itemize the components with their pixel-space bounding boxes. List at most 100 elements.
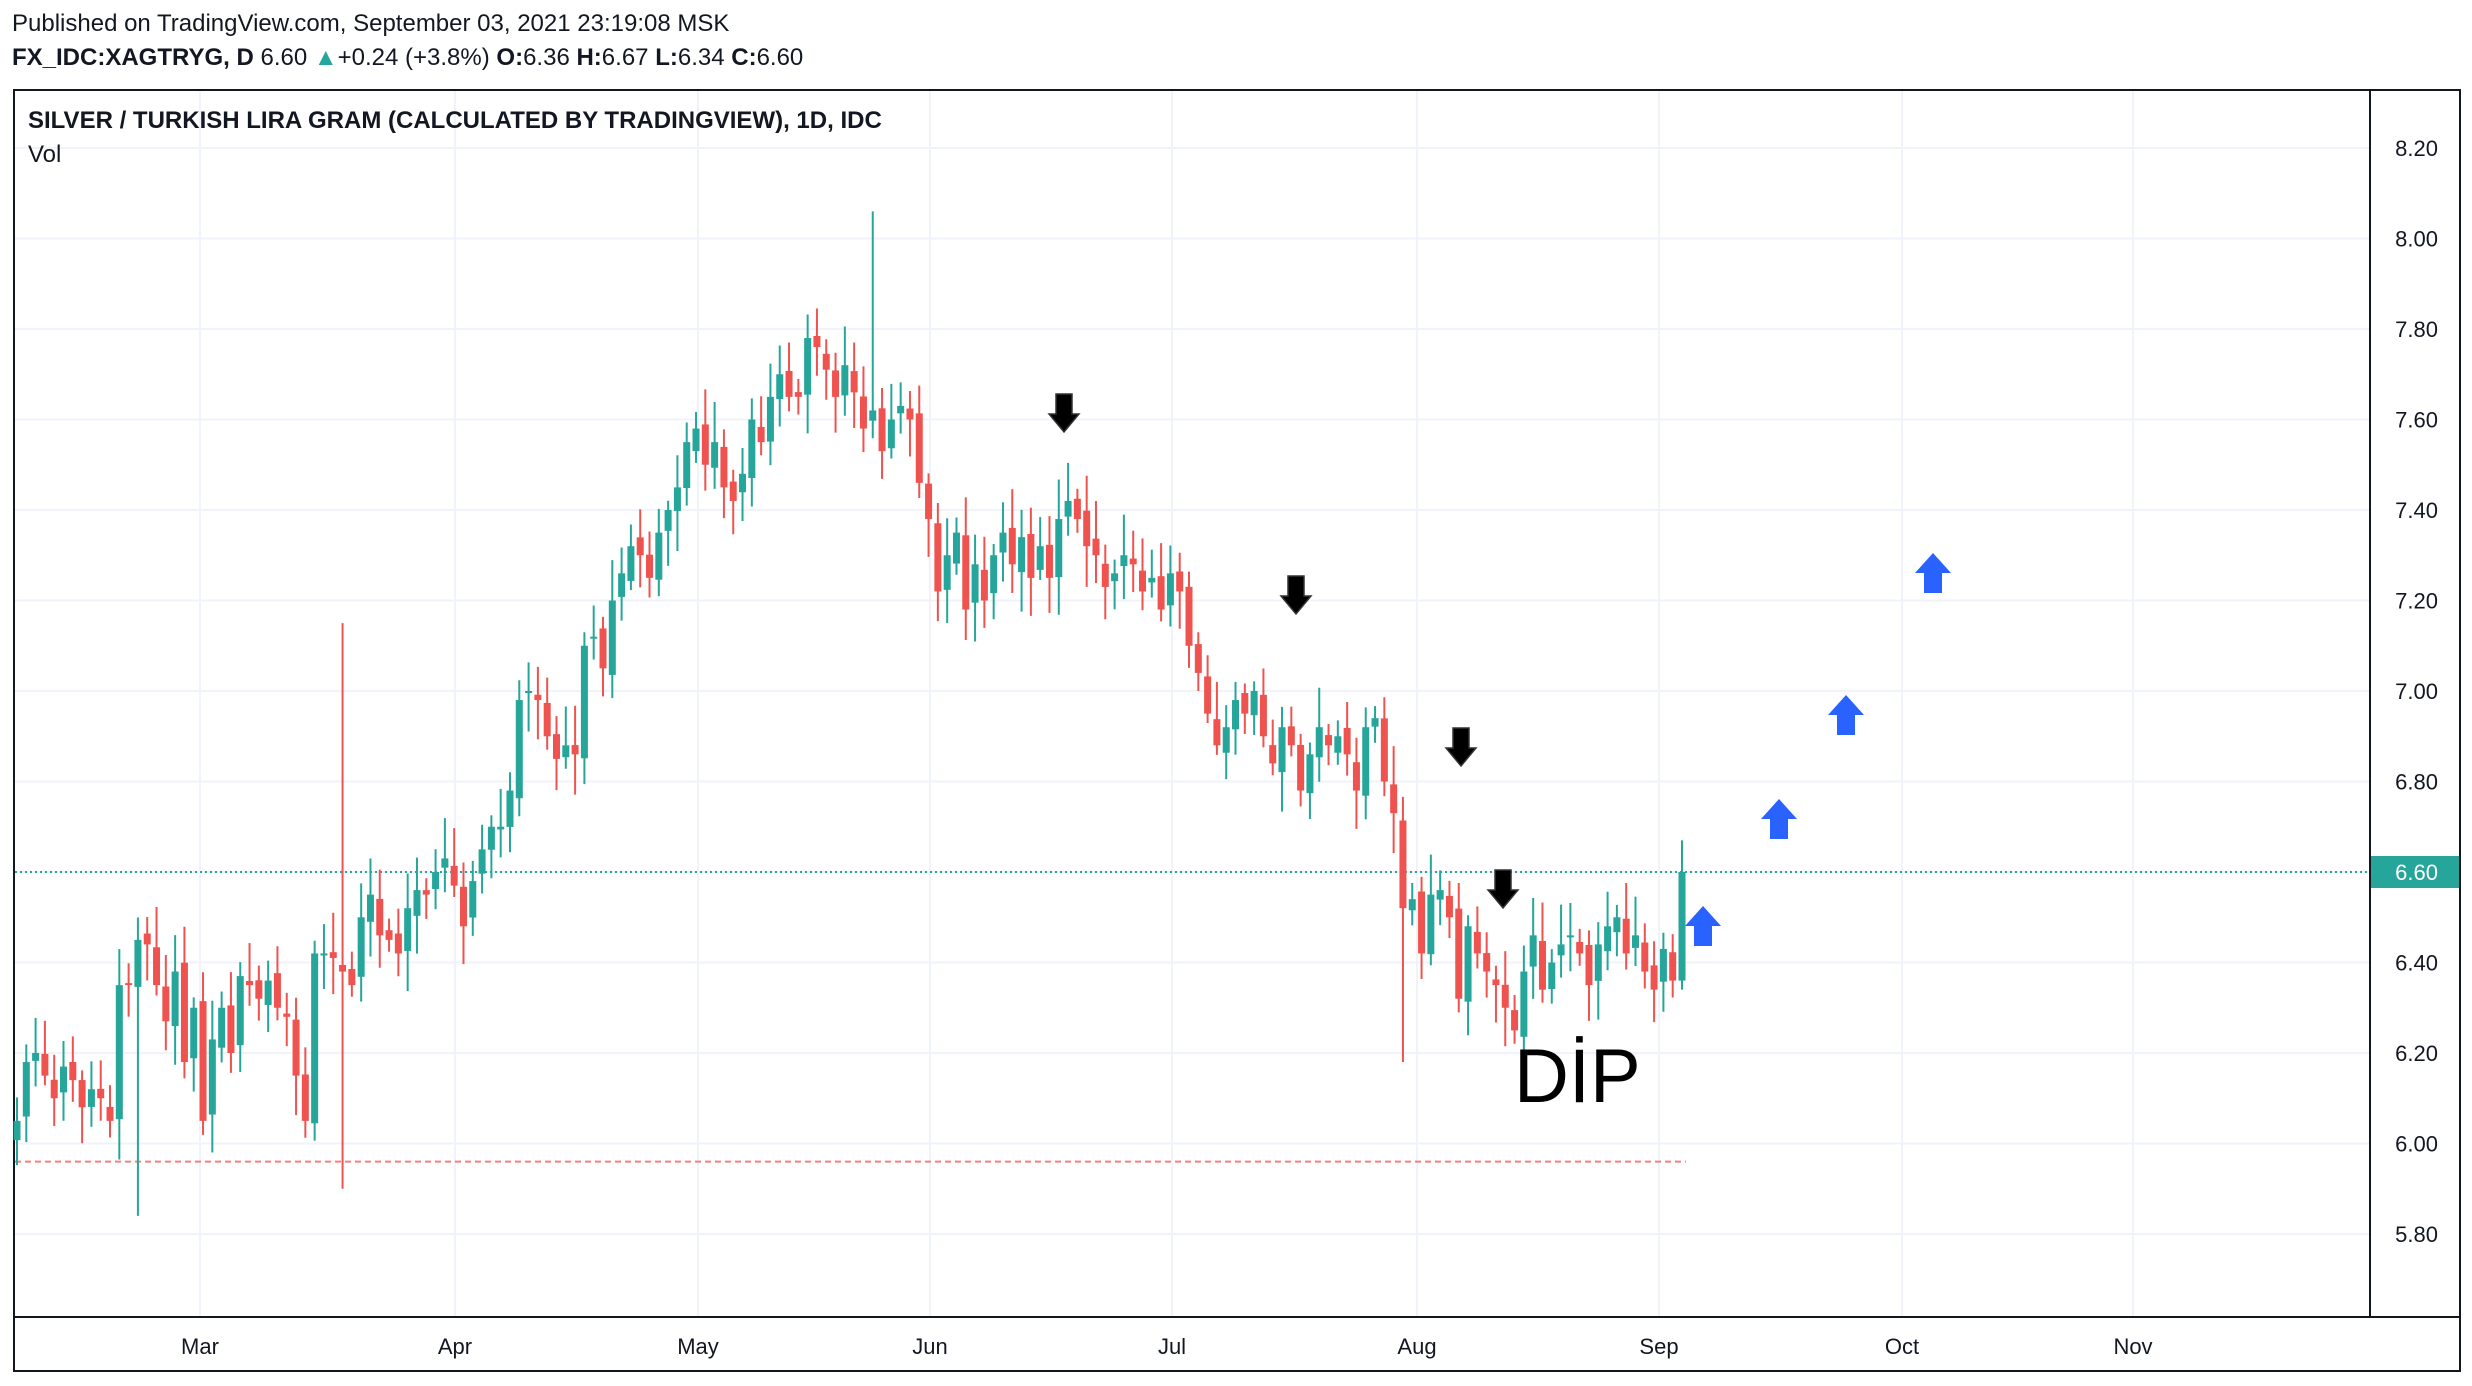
candle xyxy=(1501,951,1509,1047)
candle xyxy=(1083,475,1091,587)
candle-body xyxy=(1520,971,1528,1037)
candle-body xyxy=(990,555,998,594)
candle-body xyxy=(822,353,830,370)
candle-body xyxy=(1418,891,1426,954)
candle-body xyxy=(1101,563,1109,587)
candle-body xyxy=(1659,948,1667,982)
candle-body xyxy=(1576,941,1584,954)
candle-body xyxy=(1566,935,1574,938)
candle xyxy=(1520,945,1528,1077)
candle xyxy=(171,935,179,1065)
candle xyxy=(552,716,560,791)
candle-body xyxy=(571,745,579,755)
candle xyxy=(1176,552,1184,629)
candle xyxy=(943,518,951,623)
candle xyxy=(515,680,523,817)
candle-body xyxy=(552,734,560,759)
candle xyxy=(1278,706,1286,812)
candle xyxy=(869,211,877,439)
candle-body xyxy=(199,1001,207,1121)
price-tick-label: 7.80 xyxy=(2395,317,2438,342)
candle-body xyxy=(720,446,728,488)
candle-body xyxy=(739,473,747,493)
candle xyxy=(1120,514,1128,600)
candle-body xyxy=(1222,727,1230,753)
candle-body xyxy=(1287,726,1295,746)
candle xyxy=(125,963,133,1017)
candle xyxy=(413,857,421,954)
candle xyxy=(757,396,765,456)
candle-body xyxy=(1678,872,1686,981)
candle xyxy=(376,869,384,968)
chart-grid xyxy=(15,91,2370,1317)
candle xyxy=(692,412,700,463)
candle-body xyxy=(943,555,951,590)
candle xyxy=(701,389,709,491)
candle xyxy=(32,1017,40,1087)
candle-body xyxy=(1473,931,1481,954)
candle-body xyxy=(878,408,886,452)
candle xyxy=(106,1085,114,1138)
candle-body xyxy=(394,933,402,954)
candle xyxy=(776,345,784,427)
candle xyxy=(906,390,914,457)
candle-body xyxy=(850,371,858,393)
candle-body xyxy=(1631,935,1639,948)
candle-body xyxy=(1343,727,1351,755)
candle xyxy=(97,1060,105,1121)
candle xyxy=(1315,687,1323,782)
candle xyxy=(1027,507,1035,616)
candle xyxy=(478,824,486,894)
candle xyxy=(832,352,840,433)
candle xyxy=(766,363,774,466)
candle xyxy=(1557,904,1565,978)
candle xyxy=(1585,930,1593,1021)
candle xyxy=(1297,733,1305,807)
time-tick-label: Mar xyxy=(181,1334,219,1359)
candle-body xyxy=(562,745,570,758)
candle-body xyxy=(1073,498,1081,520)
candle-body xyxy=(832,370,840,397)
candle xyxy=(1306,742,1314,819)
candle xyxy=(580,632,588,785)
candle xyxy=(1529,897,1537,999)
candle xyxy=(1548,949,1556,1004)
candle xyxy=(357,883,365,1002)
candle-body xyxy=(701,424,709,465)
candle xyxy=(608,560,616,699)
candle-body xyxy=(1176,571,1184,592)
candle xyxy=(432,849,440,910)
close-label: C: xyxy=(731,44,757,71)
candle xyxy=(618,547,626,621)
candle-body xyxy=(1018,537,1026,573)
candle-body xyxy=(422,890,430,895)
candle-body xyxy=(1399,820,1407,909)
candle-body xyxy=(971,564,979,603)
candle xyxy=(962,497,970,640)
candle xyxy=(971,534,979,642)
candle-body xyxy=(506,790,514,827)
candle xyxy=(1678,840,1686,990)
candle-body xyxy=(1371,718,1379,727)
candle-body xyxy=(69,1061,77,1081)
candle xyxy=(841,326,849,416)
candle xyxy=(1250,681,1258,735)
candle-body xyxy=(869,410,877,421)
candle-body xyxy=(1455,908,1463,999)
candle xyxy=(897,382,905,434)
candle-body xyxy=(859,396,867,429)
candle xyxy=(1659,932,1667,1012)
candle xyxy=(1222,705,1230,780)
close-value: 6.60 xyxy=(756,44,804,71)
candle xyxy=(1604,891,1612,971)
candle xyxy=(422,878,430,919)
candle-body xyxy=(13,1120,21,1141)
candle xyxy=(1185,571,1193,668)
candle-body xyxy=(1185,586,1193,646)
candle xyxy=(655,508,663,597)
candle-body xyxy=(1083,510,1091,547)
candle xyxy=(590,605,598,660)
candle xyxy=(990,544,998,620)
low-value: 6.34 xyxy=(677,44,725,71)
